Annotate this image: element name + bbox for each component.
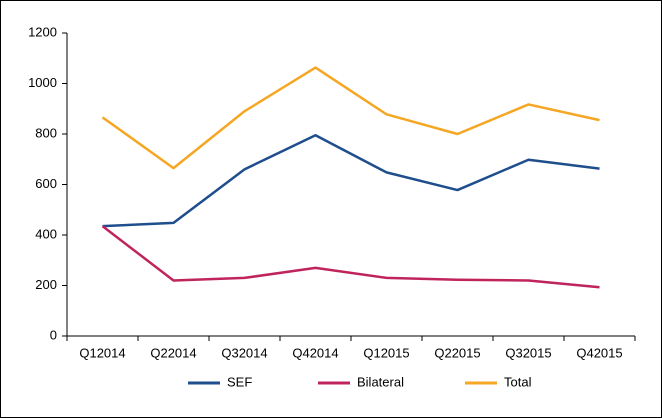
x-tick-label: Q22015 (434, 345, 480, 360)
x-tick-label: Q12015 (363, 345, 409, 360)
series-line (101, 66, 600, 170)
legend-label: Total (504, 374, 532, 389)
x-tick-label: Q42014 (292, 345, 338, 360)
legend-label: SEF (227, 374, 252, 389)
series-line (102, 134, 600, 228)
series-line (101, 225, 600, 289)
y-tick-label: 200 (35, 277, 57, 292)
y-tick-label: 800 (35, 125, 57, 140)
x-tick-label: Q32015 (505, 345, 551, 360)
x-tick-label: Q12014 (79, 345, 125, 360)
x-tick-label: Q22014 (150, 345, 196, 360)
y-tick-label: 0 (50, 327, 57, 342)
y-tick-label: 400 (35, 226, 57, 241)
y-tick-label: 1200 (28, 24, 57, 39)
y-tick-label: 600 (35, 176, 57, 191)
legend-label: Bilateral (357, 374, 404, 389)
x-tick-label: Q32014 (221, 345, 267, 360)
x-tick-label: Q42015 (576, 345, 622, 360)
y-tick-label: 1000 (28, 75, 57, 90)
